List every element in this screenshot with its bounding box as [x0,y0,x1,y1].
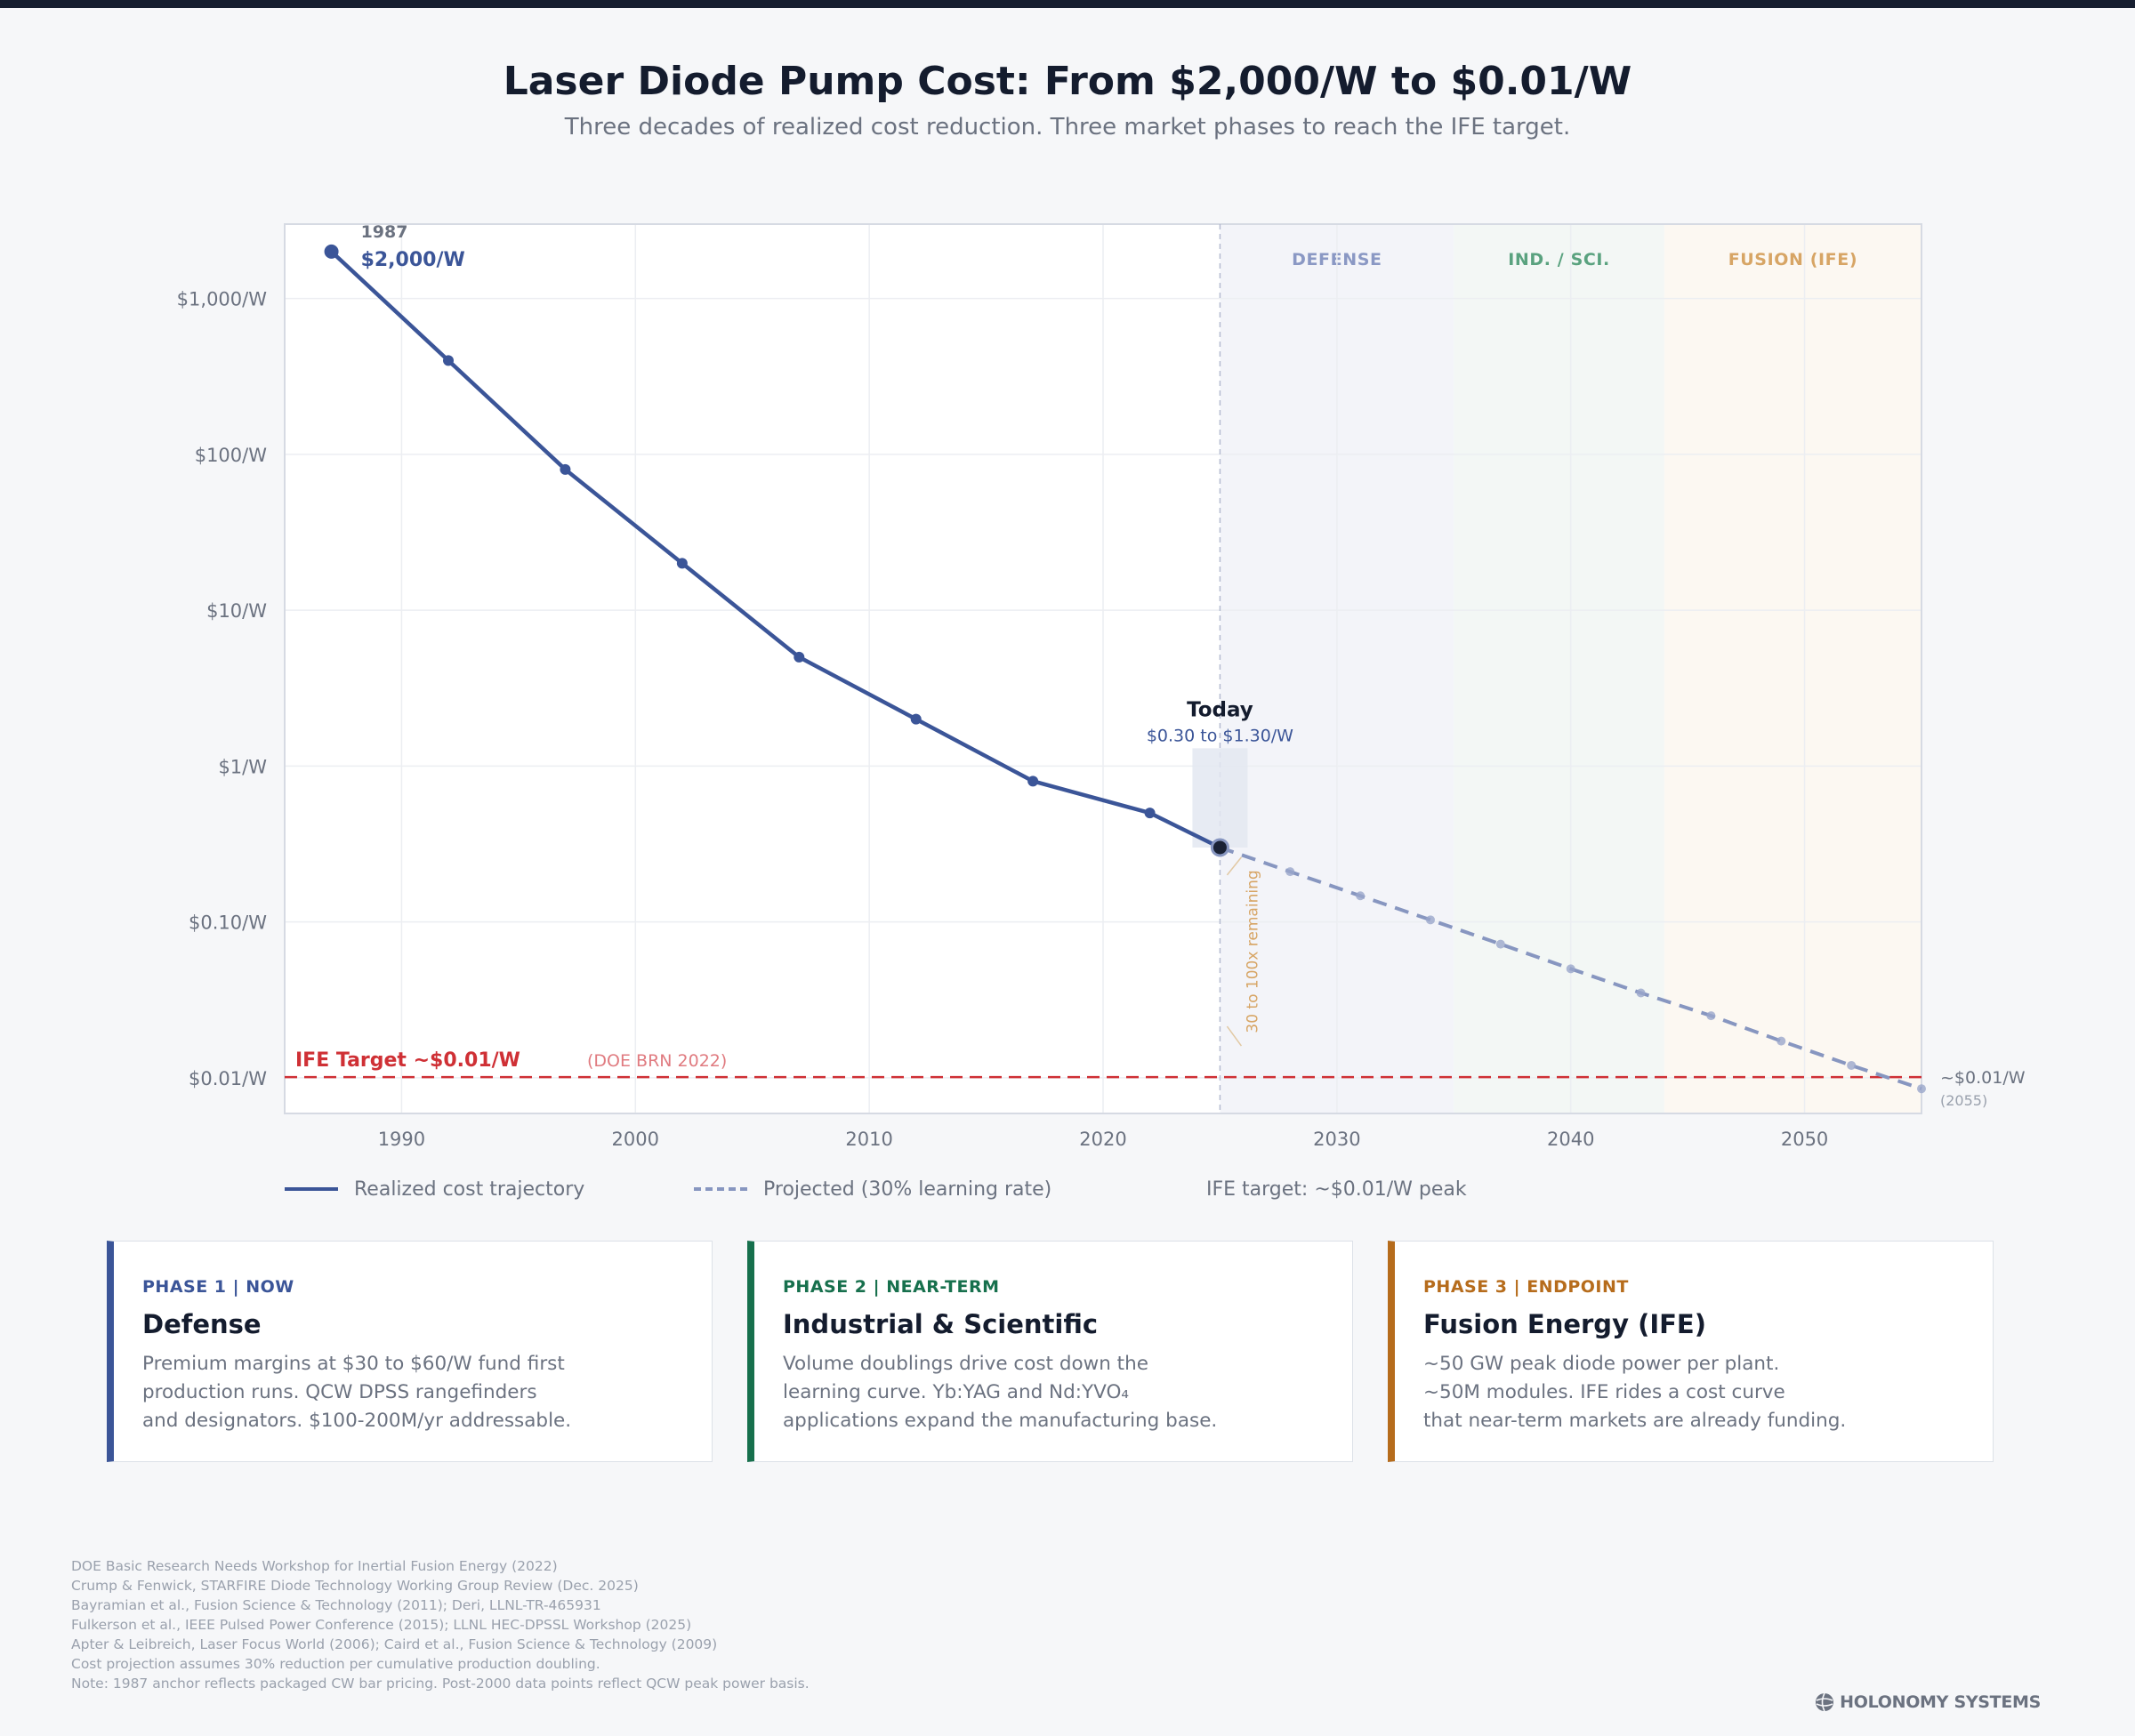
phase-description: Premium margins at $30 to $60/W fund fir… [142,1350,683,1435]
today-range-box [1192,748,1248,848]
reference-line: DOE Basic Research Needs Workshop for In… [71,1558,558,1574]
projected-point [1636,988,1646,998]
y-tick-label: $1/W [218,756,267,777]
page-title: Laser Diode Pump Cost: From $2,000/W to … [503,59,1632,104]
today-point [1210,838,1229,857]
reference-line: Cost projection assumes 30% reduction pe… [71,1656,600,1672]
projected-point [1426,915,1435,925]
references: DOE Basic Research Needs Workshop for In… [71,1556,810,1693]
brand-logo: HOLONOMY SYSTEMS [1815,1692,2041,1712]
today-range-label: $0.30 to $1.30/W [1147,726,1293,745]
end-year-label: (2055) [1940,1092,1987,1109]
phase-tag: PHASE 1 | NOW [142,1277,294,1297]
reference-line: Note: 1987 anchor reflects packaged CW b… [71,1676,810,1692]
projected-point [1917,1084,1926,1094]
y-tick-label: $100/W [195,445,268,466]
reference-line: Crump & Fenwick, STARFIRE Diode Technolo… [71,1578,639,1594]
realized-point [560,463,571,475]
x-tick-label: 2020 [1079,1129,1126,1150]
phase-band-label: IND. / SCI. [1508,250,1610,269]
ife-target-label: IFE Target ~$0.01/W [295,1049,520,1072]
x-tick-label: 2050 [1781,1129,1828,1150]
y-tick-label: $1,000/W [177,289,268,310]
phase-band [1454,224,1664,1113]
realized-point [910,713,922,725]
phase-tag: PHASE 2 | NEAR-TERM [783,1277,1000,1297]
projected-point [1356,891,1366,901]
phase-line: and designators. $100-200M/yr addressabl… [142,1410,572,1432]
reference-line: Apter & Leibreich, Laser Focus World (20… [71,1636,718,1652]
phase-line: production runs. QCW DPSS rangefinders [142,1381,537,1403]
x-tick-label: 2010 [845,1129,892,1150]
realized-point [324,244,339,259]
phase-description: ~50 GW peak diode power per plant. ~50M … [1423,1350,1964,1435]
plot-frame [284,223,1922,1114]
phase-tag: PHASE 3 | ENDPOINT [1423,1277,1629,1297]
start-value-label: $2,000/W [361,249,465,271]
phase-line: Volume doublings drive cost down the [783,1353,1148,1375]
projected-point [1285,867,1295,877]
globe-icon [1816,1692,1834,1712]
realized-point [676,558,688,569]
remaining-bracket [1226,856,1243,1047]
ife-target-source: (DOE BRN 2022) [587,1051,727,1071]
start-year-label: 1987 [361,222,408,242]
phase-line: that near-term markets are already fundi… [1423,1410,1847,1432]
legend-projected: Projected (30% learning rate) [694,1174,1051,1204]
phase-line: applications expand the manufacturing ba… [783,1410,1218,1432]
realized-point [1027,776,1039,787]
realized-point [1144,808,1156,819]
legend-realized-swatch [285,1187,338,1191]
phase-line: learning curve. Yb:YAG and Nd:YVO₄ [783,1381,1130,1403]
remaining-label: 30 to 100x remaining [1244,870,1261,1033]
x-tick-label: 2040 [1547,1129,1594,1150]
projected-point [1706,1011,1716,1021]
cost-chart: DEFENSE IND. / SCI. FUSION (IFE)1990 2000 20… [177,222,2026,1150]
phase-line: Premium margins at $30 to $60/W fund fir… [142,1353,565,1375]
phase-band [1664,224,1922,1113]
top-accent-bar [0,0,2135,8]
realized-point [794,651,805,663]
projected-point [1495,939,1505,949]
phase-title: Defense [142,1309,262,1339]
brand-name: HOLONOMY SYSTEMS [1840,1692,2041,1712]
phase-line: ~50M modules. IFE rides a cost curve [1423,1381,1785,1403]
reference-line: Bayramian et al., Fusion Science & Techn… [71,1597,601,1613]
page-subtitle: Three decades of realized cost reduction… [564,114,1571,141]
y-tick-label: $10/W [206,600,267,622]
x-tick-label: 1990 [378,1129,425,1150]
end-value-label: ~$0.01/W [1940,1068,2026,1088]
projected-point [1776,1036,1786,1046]
phase-description: Volume doublings drive cost down the lea… [783,1350,1324,1435]
legend-realized: Realized cost trajectory [285,1174,584,1204]
phase-card-defense: PHASE 1 | NOW Defense Premium margins at… [107,1241,713,1462]
legend-target-label: IFE target: ~$0.01/W peak [1206,1177,1467,1201]
projected-point [1847,1060,1857,1070]
legend-projected-swatch [694,1187,747,1191]
phase-title: Industrial & Scientific [783,1309,1099,1339]
realized-point [443,355,454,366]
y-tick-label: $0.01/W [189,1068,267,1089]
y-tick-label: $0.10/W [189,912,267,934]
reference-line: Fulkerson et al., IEEE Pulsed Power Conf… [71,1617,692,1633]
phase-title: Fusion Energy (IFE) [1423,1309,1706,1339]
legend-realized-label: Realized cost trajectory [354,1177,585,1201]
phase-line: ~50 GW peak diode power per plant. [1423,1353,1780,1375]
x-tick-label: 2030 [1313,1129,1360,1150]
legend-target: IFE target: ~$0.01/W peak [1206,1174,1467,1204]
phase-card-industrial: PHASE 2 | NEAR-TERM Industrial & Scienti… [747,1241,1353,1462]
phase-band-label: FUSION (IFE) [1728,250,1857,269]
x-tick-label: 2000 [612,1129,659,1150]
phase-card-fusion: PHASE 3 | ENDPOINT Fusion Energy (IFE) ~… [1388,1241,1994,1462]
projected-point [1566,964,1575,974]
legend-projected-label: Projected (30% learning rate) [763,1177,1052,1201]
today-label: Today [1187,698,1253,721]
